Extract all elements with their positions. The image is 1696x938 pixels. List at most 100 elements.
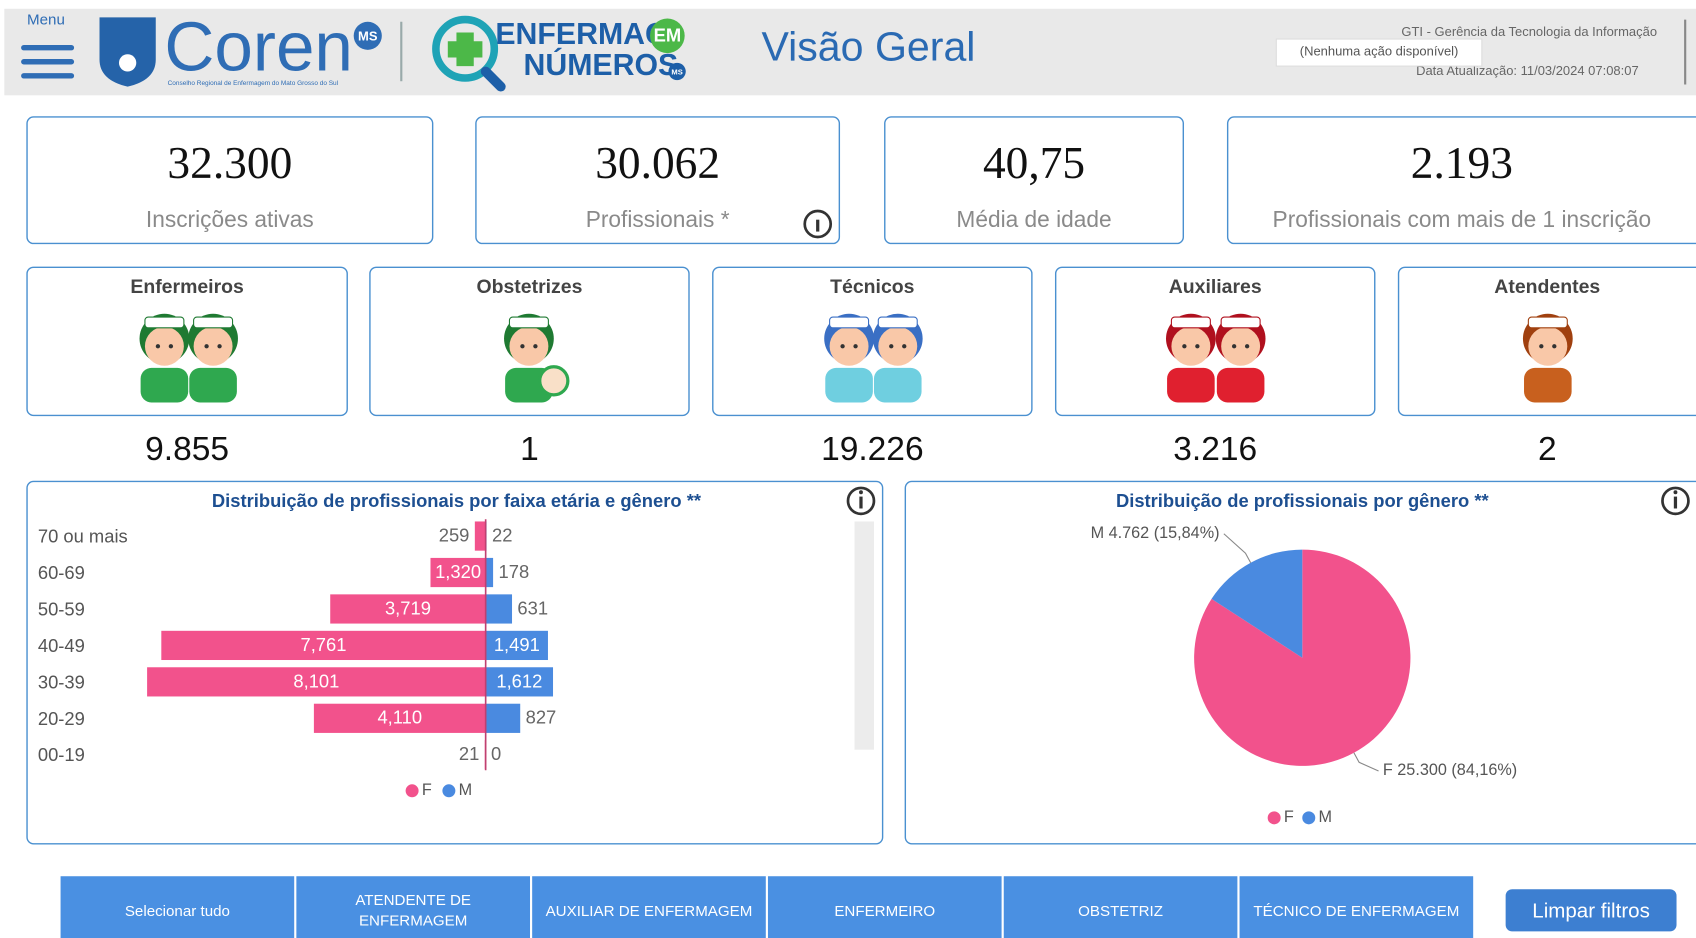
filter-button-label: TÉCNICO DE ENFERMAGEM (1253, 903, 1459, 920)
value-label: 178 (499, 561, 530, 582)
profession-count: 19.226 (821, 431, 924, 468)
icon-face (1171, 327, 1210, 366)
kpi-label: Profissionais com mais de 1 inscrição (1273, 206, 1652, 232)
filter-button[interactable]: Selecionar tudo (61, 876, 295, 938)
value-label: 1,491 (494, 634, 540, 655)
value-label: 259 (439, 524, 470, 545)
legend-label: M (1319, 808, 1333, 826)
icon-body (1524, 368, 1572, 403)
icon-face (1221, 327, 1260, 366)
filter-button[interactable]: ENFERMEIRO (768, 876, 1002, 938)
icon-eye (1245, 344, 1249, 348)
bar (486, 704, 521, 733)
icon-cap (509, 317, 548, 328)
clear-filters-button[interactable]: Limpar filtros (1506, 889, 1677, 931)
logo-badge-text: MS (358, 28, 378, 43)
bar (475, 521, 486, 550)
bar (486, 594, 512, 623)
icon-eye (1232, 344, 1236, 348)
brand-badge-text: MS (671, 68, 682, 77)
icon-body (1217, 368, 1265, 403)
category-label: 70 ou mais (38, 526, 128, 547)
icon-eye (889, 344, 893, 348)
value-label: 1,320 (435, 561, 481, 582)
icon-face (1528, 327, 1567, 366)
icon-eye (533, 344, 537, 348)
icon-cap (1221, 317, 1260, 328)
category-label: 60-69 (38, 562, 85, 583)
legend-marker (1268, 811, 1281, 824)
icon-eye (156, 344, 160, 348)
filter-button-label: AUXILIAR DE ENFERMAGEM (546, 903, 753, 920)
logo-name: Coren (164, 7, 353, 85)
kpi-value: 32.300 (167, 138, 292, 188)
category-label: 20-29 (38, 708, 85, 729)
kpi-value: 40,75 (983, 138, 1085, 188)
icon-face (509, 327, 548, 366)
icon-body (141, 368, 189, 403)
value-label: 3,719 (385, 597, 431, 618)
scrollbar[interactable] (854, 521, 873, 749)
menu-label[interactable]: Menu (27, 12, 65, 29)
pie-label: M 4.762 (15,84%) (1091, 524, 1220, 542)
profession-label: Enfermeiros (130, 276, 244, 298)
profession-count: 3.216 (1173, 431, 1257, 468)
icon-face (830, 327, 869, 366)
coren-shield (100, 17, 156, 86)
legend-marker (1302, 811, 1315, 824)
icon-eye (1195, 344, 1199, 348)
kpi-label: Média de idade (956, 206, 1111, 232)
icon-eye (853, 344, 857, 348)
filter-button[interactable]: OBSTETRIZ (1004, 876, 1238, 938)
icon-eye (1182, 344, 1186, 348)
filter-button[interactable]: TÉCNICO DE ENFERMAGEM (1240, 876, 1474, 938)
icon-face (145, 327, 184, 366)
profession-label: Obstetrizes (476, 276, 582, 298)
icon-eye (169, 344, 173, 348)
icon-cap (194, 317, 233, 328)
value-label: 8,101 (293, 670, 339, 691)
profession-count: 2 (1538, 431, 1557, 468)
icon-cap (145, 317, 184, 328)
profession-count: 9.855 (145, 431, 229, 468)
value-label: 21 (459, 743, 479, 764)
page: {"header": {"menu": "Menu", "logo_name":… (0, 0, 1696, 938)
brand-bottom: NÚMEROS (524, 48, 679, 82)
legend-label: F (1284, 808, 1294, 826)
department: GTI - Gerência da Tecnologia da Informaç… (1401, 24, 1657, 39)
profession-label: Auxiliares (1169, 276, 1262, 298)
value-label: 7,761 (300, 634, 346, 655)
legend-label: M (459, 781, 473, 799)
brand-top: ENFERMAG (495, 18, 668, 51)
filter-button-label: Selecionar tudo (125, 903, 230, 920)
value-label: 22 (492, 524, 512, 545)
chart-title: Distribuição de profissionais por faixa … (212, 490, 702, 511)
icon-body (189, 368, 237, 403)
filter-button[interactable]: AUXILIAR DE ENFERMAGEM (532, 876, 766, 938)
category-label: 50-59 (38, 598, 85, 619)
icon-eye (1552, 344, 1556, 348)
pie-label: F 25.300 (84,16%) (1383, 761, 1517, 779)
kpi-label: Profissionais * (586, 206, 730, 232)
legend-marker (406, 784, 419, 797)
icon-eye (217, 344, 221, 348)
brand-badge-text: EM (654, 25, 682, 46)
icon-body (874, 368, 922, 403)
icon-eye (520, 344, 524, 348)
icon-eye (204, 344, 208, 348)
icon-eye (1539, 344, 1543, 348)
category-label: 00-19 (38, 744, 85, 765)
profession-label: Atendentes (1494, 276, 1600, 298)
kpi-value: 2.193 (1411, 138, 1513, 188)
category-label: 40-49 (38, 635, 85, 656)
icon-cap (830, 317, 869, 328)
profession-label: Técnicos (830, 276, 915, 298)
value-label: 827 (526, 707, 557, 728)
icon-cap (878, 317, 917, 328)
legend-marker (442, 784, 455, 797)
chart-title: Distribuição de profissionais por gênero… (1116, 490, 1490, 511)
icon-body (825, 368, 873, 403)
tooltip-text: (Nenhuma ação disponível) (1300, 43, 1459, 58)
kpi-label: Inscrições ativas (146, 206, 314, 232)
